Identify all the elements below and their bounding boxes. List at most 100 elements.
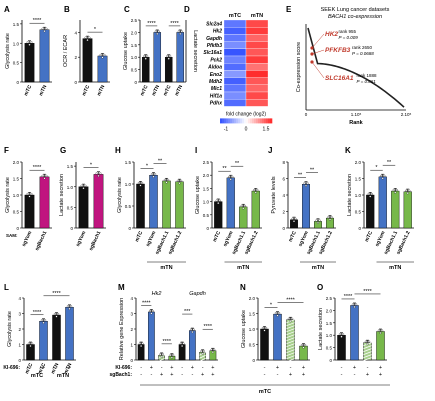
data-point: [217, 202, 220, 205]
panel-label-m: M: [118, 283, 125, 292]
data-point: [274, 312, 277, 315]
sig-label: ****: [33, 310, 42, 316]
colorbar-cell: [266, 118, 269, 124]
colorbar-cell: [232, 118, 235, 124]
data-point: [68, 307, 71, 310]
heatmap-cell: [245, 41, 269, 49]
gene-leader: [311, 33, 325, 49]
data-point: [211, 351, 214, 354]
colorbar-cell: [238, 118, 241, 124]
y-tick-label: 0.5: [355, 210, 362, 215]
data-point: [263, 329, 266, 332]
sig-label: **: [158, 159, 163, 165]
data-point: [178, 182, 181, 185]
bar-i-0: [214, 201, 223, 229]
gene-group-label: Gapdh: [189, 291, 206, 297]
data-point: [210, 348, 213, 351]
data-point: [395, 188, 398, 192]
heatmap-row-label: Slc2a4: [206, 21, 222, 27]
bar-k-3: [403, 191, 412, 229]
bar-o-3: [376, 331, 385, 361]
heatmap-cell: [223, 91, 247, 100]
data-point: [228, 175, 231, 178]
y-tick-label: 2.0: [13, 160, 20, 165]
data-point: [144, 57, 147, 60]
data-point: [66, 305, 69, 308]
x-axis-label: Rank: [349, 120, 363, 126]
x-tick-label: mTN: [63, 362, 73, 375]
data-point: [213, 348, 216, 351]
data-point: [306, 182, 309, 185]
heatmap-cell: [223, 55, 247, 64]
gene-label: HK2: [325, 31, 338, 38]
bar-m-5: [188, 330, 196, 361]
y-tick-label: 0: [74, 80, 77, 85]
y-tick-label: 0.5: [326, 346, 333, 351]
data-point: [97, 174, 100, 177]
data-point: [27, 342, 30, 345]
data-point: [141, 181, 144, 185]
chart-subtitle: BACH1 co-expression: [328, 14, 382, 20]
y-tick-label: 0: [134, 80, 137, 85]
data-point: [57, 312, 60, 316]
sgbach1-sign: -: [191, 372, 193, 378]
x-tick-label: sgBach1: [34, 230, 48, 252]
bar-hatch: [286, 352, 295, 357]
sgbach1-sign: +: [170, 372, 173, 378]
data-point: [80, 184, 83, 187]
heatmap-cell: [223, 77, 247, 85]
bar-a-0: [24, 43, 35, 83]
data-point: [190, 328, 193, 331]
colorbar-cell: [260, 118, 263, 124]
group-label: mTN: [160, 265, 172, 271]
data-point: [338, 333, 341, 336]
data-point: [383, 174, 386, 177]
data-point: [303, 182, 306, 185]
gene-rank: rank 2650: [352, 45, 373, 50]
data-point: [355, 303, 358, 306]
colorbar-cell: [252, 118, 255, 124]
heatmap-cell: [223, 84, 247, 93]
gene-leader: [311, 49, 325, 55]
data-point: [302, 346, 305, 349]
bar-hatch: [286, 322, 295, 327]
data-point: [253, 188, 256, 192]
panel-label-o: O: [317, 283, 323, 292]
bar-hatch: [199, 354, 206, 359]
bar-hatch: [286, 331, 295, 336]
y-tick-label: 0: [16, 226, 19, 231]
bar-n-0: [260, 328, 269, 361]
sig-label: **: [387, 160, 392, 166]
data-point: [170, 356, 173, 359]
y-tick-label: 2.0: [326, 308, 333, 313]
heatmap-cell: [245, 34, 269, 42]
y-tick-label: 0.5: [67, 205, 74, 210]
sig-label: ****: [147, 21, 156, 27]
group-label: mTN: [57, 373, 69, 379]
data-point: [82, 187, 85, 190]
bar-f-1: [39, 176, 50, 229]
data-point: [315, 219, 318, 222]
ki696-row-label: KI-696:: [115, 365, 132, 371]
ki696-sign: +: [276, 365, 279, 371]
data-point: [137, 181, 140, 185]
ki696-sign: -: [140, 365, 142, 371]
y-tick-label: 2: [18, 327, 21, 332]
heatmap-cell: [223, 63, 247, 71]
heatmap-cell: [223, 99, 247, 107]
bar-i-2: [239, 206, 248, 229]
y-tick-label: 3: [130, 312, 133, 317]
colorbar-cell: [246, 118, 249, 124]
ki696-sign: +: [302, 365, 305, 371]
ki696-sign: +: [211, 365, 214, 371]
bar-k-1: [378, 176, 387, 229]
data-point: [353, 305, 356, 308]
y-tick-label: 1.5: [131, 43, 138, 48]
x-tick-label: mTN: [38, 84, 48, 97]
sgbach1-sign: -: [140, 372, 142, 378]
data-point: [150, 173, 153, 176]
data-point: [215, 199, 218, 202]
